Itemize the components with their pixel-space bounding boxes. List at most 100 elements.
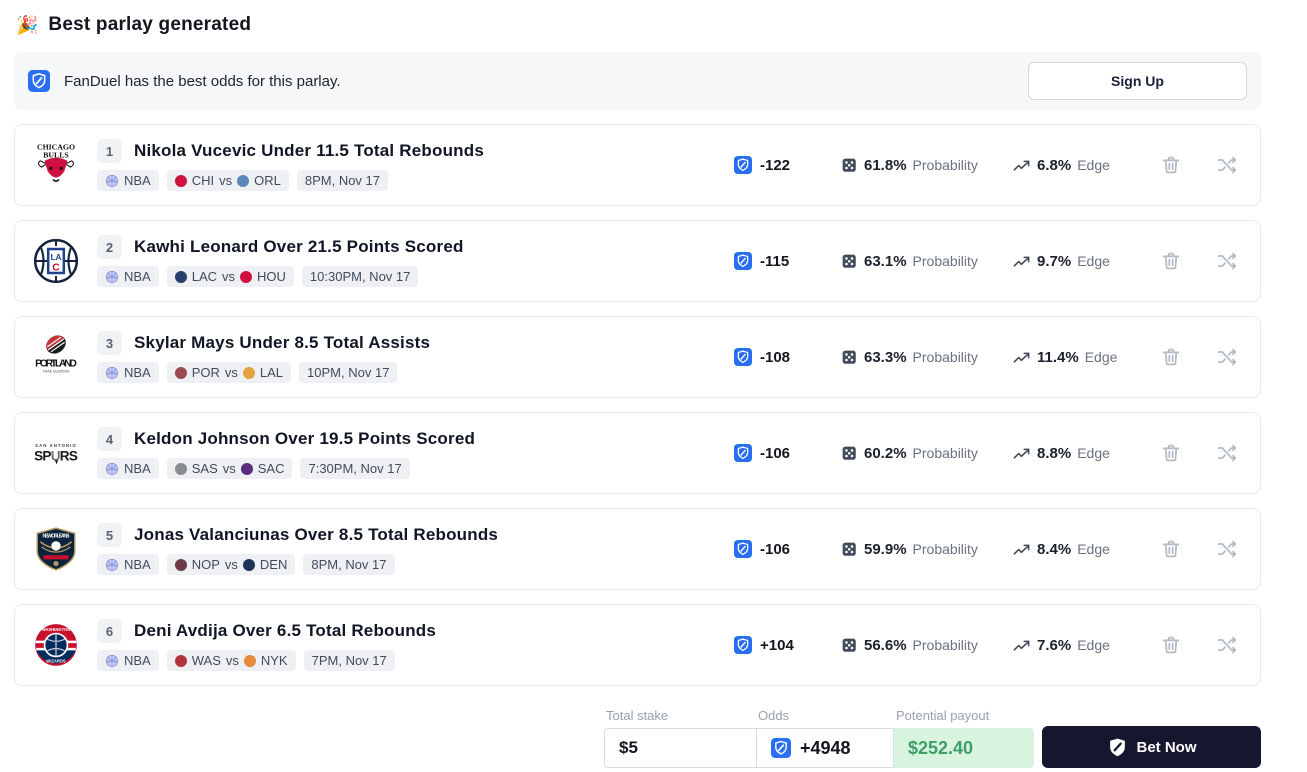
- edge-label: Edge: [1077, 637, 1110, 653]
- banner-message: FanDuel has the best odds for this parla…: [64, 72, 341, 90]
- svg-text:LA: LA: [50, 252, 61, 262]
- probability-label: Probability: [912, 637, 978, 653]
- delete-leg-button[interactable]: [1160, 634, 1182, 656]
- time-tag: 8PM, Nov 17: [303, 554, 395, 575]
- dice-icon: [842, 446, 856, 460]
- parlay-leg-card: NEW ORLEANS 5 Jonas Valanciunas Over 8.5…: [14, 508, 1261, 590]
- trending-up-icon: [1013, 544, 1030, 555]
- basketball-icon: [106, 366, 118, 379]
- probability-cell: 63.3% Probability: [840, 348, 1012, 366]
- basketball-icon: [106, 654, 118, 667]
- trash-icon: [1162, 444, 1180, 462]
- basketball-icon: [106, 270, 118, 283]
- swap-leg-button[interactable]: [1216, 538, 1238, 560]
- stake-label: Total stake: [606, 708, 669, 723]
- probability-label: Probability: [912, 349, 978, 365]
- probability-value: 63.1%: [864, 252, 907, 270]
- matchup-tag: NOP vs DEN: [166, 554, 296, 575]
- svg-text:WIZARDS: WIZARDS: [46, 659, 66, 664]
- parlay-leg-card: LA C 2 Kawhi Leonard Over 21.5 Points Sc…: [14, 220, 1261, 302]
- page-header: 🎉 Best parlay generated: [14, 10, 1261, 38]
- edge-cell: 8.4% Edge: [1012, 540, 1160, 559]
- away-team-icon: [174, 174, 187, 187]
- delete-leg-button[interactable]: [1160, 538, 1182, 560]
- total-odds-box: +4948: [756, 728, 894, 768]
- swap-leg-button[interactable]: [1216, 634, 1238, 656]
- shuffle-icon: [1217, 636, 1237, 654]
- trash-icon: [1162, 348, 1180, 366]
- matchup-tag: LAC vs HOU: [166, 266, 294, 287]
- fanduel-shield-icon: [734, 540, 752, 558]
- bet-now-label: Bet Now: [1136, 738, 1197, 756]
- edge-label: Edge: [1077, 157, 1110, 173]
- swap-leg-button[interactable]: [1216, 154, 1238, 176]
- home-code: LAL: [259, 365, 284, 380]
- svg-text:CHICAGO: CHICAGO: [37, 142, 75, 151]
- delete-leg-button[interactable]: [1160, 442, 1182, 464]
- probability-label: Probability: [912, 157, 978, 173]
- leg-title: Deni Avdija Over 6.5 Total Rebounds: [134, 621, 437, 640]
- leg-number: 3: [97, 331, 122, 355]
- stake-input[interactable]: [604, 728, 756, 768]
- basketball-icon: [106, 558, 118, 571]
- away-code: LAC: [191, 269, 218, 284]
- probability-value: 63.3%: [864, 348, 907, 366]
- home-code: DEN: [259, 557, 288, 572]
- odds-value: -108: [760, 348, 791, 366]
- swap-leg-button[interactable]: [1216, 346, 1238, 368]
- delete-leg-button[interactable]: [1160, 250, 1182, 272]
- home-code: HOU: [257, 269, 286, 284]
- odds-value: -122: [760, 156, 791, 174]
- bulls-logo: CHICAGO BULLS: [29, 140, 83, 190]
- spurs-logo: SAN ANTONIO SPURS: [29, 428, 83, 478]
- odds-cell: -106: [734, 444, 840, 462]
- fanduel-banner: FanDuel has the best odds for this parla…: [14, 52, 1261, 110]
- leg-number: 1: [97, 139, 122, 163]
- away-code: CHI: [191, 173, 215, 188]
- odds-cell: -106: [734, 540, 840, 558]
- fanduel-shield-icon: [734, 348, 752, 366]
- probability-label: Probability: [912, 541, 978, 557]
- swap-leg-button[interactable]: [1216, 442, 1238, 464]
- away-team-icon: [174, 366, 187, 379]
- trending-up-icon: [1013, 640, 1030, 651]
- probability-label: Probability: [912, 445, 978, 461]
- home-team-icon: [242, 366, 255, 379]
- fanduel-shield-icon: [734, 636, 752, 654]
- delete-leg-button[interactable]: [1160, 346, 1182, 368]
- time-tag: 7:30PM, Nov 17: [300, 458, 410, 479]
- home-team-icon: [243, 654, 256, 667]
- trending-up-icon: [1013, 448, 1030, 459]
- trash-icon: [1162, 252, 1180, 270]
- trending-up-icon: [1013, 256, 1030, 267]
- edge-cell: 9.7% Edge: [1012, 252, 1160, 271]
- leg-title: Kawhi Leonard Over 21.5 Points Scored: [134, 237, 464, 256]
- dice-icon: [842, 158, 856, 172]
- time-tag: 7PM, Nov 17: [303, 650, 395, 671]
- svg-text:WASHINGTON: WASHINGTON: [42, 627, 71, 632]
- delete-leg-button[interactable]: [1160, 154, 1182, 176]
- dice-icon: [842, 638, 856, 652]
- matchup-tag: CHI vs ORL: [166, 170, 289, 191]
- swap-leg-button[interactable]: [1216, 250, 1238, 272]
- matchup-tag: POR vs LAL: [166, 362, 292, 383]
- sign-up-button[interactable]: Sign Up: [1028, 62, 1247, 100]
- edge-label: Edge: [1077, 253, 1110, 269]
- bet-slip-footer: Total stake Odds +4948 Potential payout …: [14, 708, 1261, 768]
- home-team-icon: [237, 174, 250, 187]
- edge-cell: 7.6% Edge: [1012, 636, 1160, 655]
- leg-title: Keldon Johnson Over 19.5 Points Scored: [134, 429, 476, 448]
- odds-cell: -108: [734, 348, 840, 366]
- time-tag: 8PM, Nov 17: [296, 170, 389, 191]
- home-team-icon: [240, 462, 253, 475]
- leg-number: 4: [97, 427, 122, 451]
- away-code: NOP: [191, 557, 220, 572]
- league-tag: NBA: [97, 650, 159, 671]
- payout-label: Potential payout: [896, 708, 990, 723]
- bet-now-button[interactable]: Bet Now: [1042, 726, 1261, 768]
- party-popper-icon: 🎉: [16, 14, 39, 35]
- probability-cell: 59.9% Probability: [840, 540, 1012, 558]
- matchup-tag: WAS vs NYK: [166, 650, 296, 671]
- leg-title: Nikola Vucevic Under 11.5 Total Rebounds: [134, 141, 484, 160]
- probability-value: 59.9%: [864, 540, 907, 558]
